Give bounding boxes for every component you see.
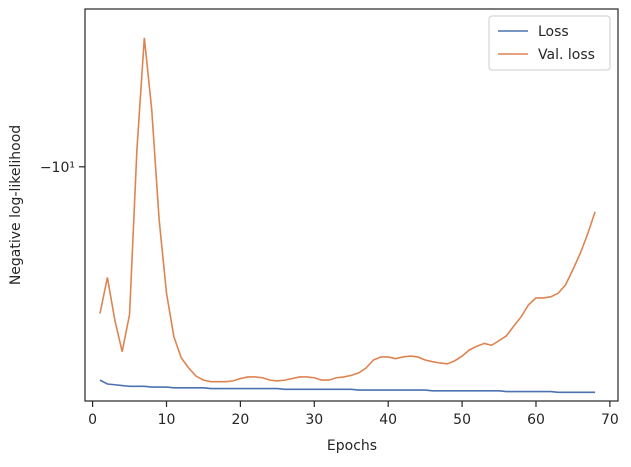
axes-frame <box>84 8 619 402</box>
x-tick-label: 10 <box>158 412 176 428</box>
x-axis-label: Epochs <box>327 438 377 454</box>
x-tick-label: 50 <box>453 412 471 428</box>
x-tick-label: 0 <box>88 412 97 428</box>
legend-box <box>488 15 611 71</box>
legend-label: Val. loss <box>538 47 595 63</box>
y-tick-label: −10¹ <box>40 160 75 176</box>
series-line <box>99 37 596 383</box>
series-line <box>99 379 596 394</box>
legend-label: Loss <box>538 24 569 40</box>
x-tick-label: 40 <box>379 412 397 428</box>
x-tick-label: 60 <box>527 412 545 428</box>
x-tick-label: 30 <box>305 412 323 428</box>
y-axis-label: Negative log-likelihood <box>8 125 24 285</box>
x-tick-label: 70 <box>601 412 619 428</box>
x-tick-label: 20 <box>231 412 249 428</box>
